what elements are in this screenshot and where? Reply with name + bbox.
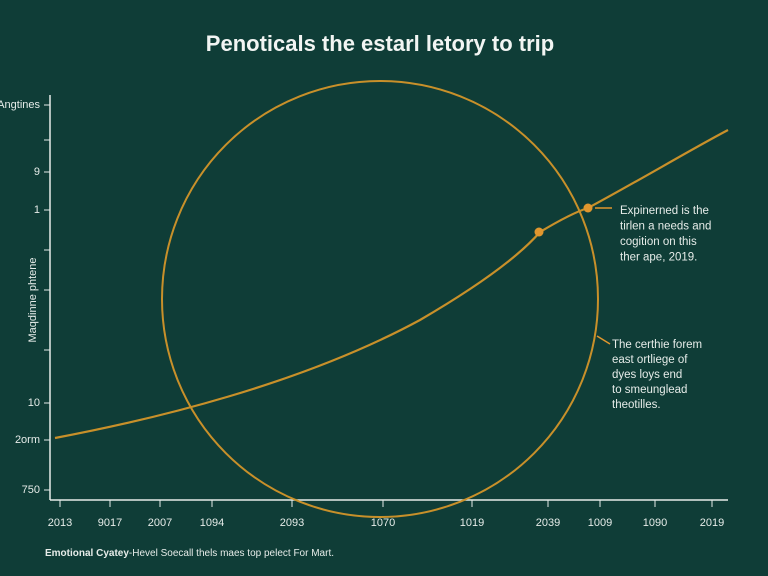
circle <box>161 80 599 518</box>
y-tick-label: 1 <box>34 204 40 216</box>
footer: Emotional Cyatey-Hevel Soecall thels mae… <box>45 548 334 559</box>
chart-title: Penoticals the estarl letory to trip <box>206 31 554 56</box>
x-tick-label: 2019 <box>700 517 724 529</box>
annotation-line: cogition on this <box>620 236 697 248</box>
x-tick-label: 1019 <box>460 517 484 529</box>
x-tick-label: 1070 <box>371 517 395 529</box>
x-tick-label: 2007 <box>148 517 172 529</box>
annotation-line: tirlen a needs and <box>620 221 711 233</box>
y-axis-label: Maqdinne phtene <box>27 257 39 342</box>
annotation-line: The certhie forem <box>612 339 702 351</box>
y-tick-label: 2orm <box>15 434 40 446</box>
x-tick-label: 2013 <box>48 517 72 529</box>
annotation-line: east ortliege of <box>612 354 688 366</box>
annotation-line: to smeunglead <box>612 384 687 396</box>
annotation-line: Expinerned is the <box>620 205 709 217</box>
footer-text: -Hevel Soecall thels maes top pelect For… <box>129 548 334 559</box>
y-tick-label: 750 <box>22 484 40 496</box>
y-tick-label: 10 <box>28 397 40 409</box>
minor-ticks <box>44 139 50 351</box>
annotation-pointer <box>596 335 611 345</box>
footer-bold: Emotional Cyatey <box>45 548 129 559</box>
x-tick-label: 1009 <box>588 517 612 529</box>
annotation-line: ther ape, 2019. <box>620 252 697 264</box>
y-tick-label: Angtines <box>0 99 40 111</box>
x-tick-label: 1090 <box>643 517 667 529</box>
y-tick-label: 9 <box>34 166 40 178</box>
x-tick-label: 2039 <box>536 517 560 529</box>
curve <box>54 129 729 440</box>
annotation-line: dyes loys end <box>612 369 682 381</box>
x-tick-label: 1094 <box>200 517 224 529</box>
marker <box>583 203 593 213</box>
x-tick-label: 2093 <box>280 517 304 529</box>
x-tick-label: 9017 <box>98 517 122 529</box>
marker <box>534 227 544 237</box>
annotation-line: theotilles. <box>612 399 661 411</box>
